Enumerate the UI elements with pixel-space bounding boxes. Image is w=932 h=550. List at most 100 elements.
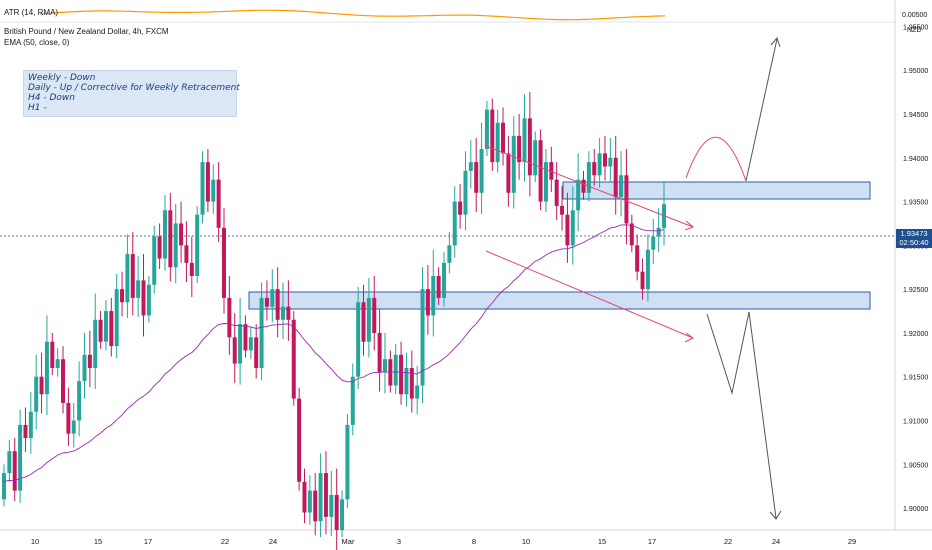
candle-body xyxy=(538,140,543,202)
candle-body xyxy=(136,280,141,298)
projection-arc[interactable] xyxy=(685,136,747,182)
candle-body xyxy=(114,289,119,347)
candle-body xyxy=(415,385,420,399)
x-tick-label: 15 xyxy=(598,537,606,546)
candle-body xyxy=(227,297,232,338)
candle-body xyxy=(570,210,575,246)
candle-body xyxy=(372,297,377,333)
channel-lower-line[interactable] xyxy=(485,250,694,339)
candle-body xyxy=(50,341,55,368)
symbol-title[interactable]: British Pound / New Zealand Dollar, 4h, … xyxy=(4,27,169,36)
candle-body xyxy=(366,297,371,342)
x-tick-label: 17 xyxy=(144,537,152,546)
resistance-zone[interactable] xyxy=(562,181,871,200)
candle-body xyxy=(313,490,318,522)
x-tick-label: 17 xyxy=(648,537,656,546)
candle-body xyxy=(291,319,296,399)
candle-body xyxy=(640,271,645,290)
candle-body xyxy=(28,411,33,439)
candle-body xyxy=(527,118,532,176)
candle-body xyxy=(243,324,248,351)
bullish-projection-line[interactable] xyxy=(745,38,778,182)
candle-body xyxy=(565,214,570,246)
y-tick-label: 1.95000 xyxy=(903,68,928,75)
candle-body xyxy=(613,157,618,198)
candle-body xyxy=(66,403,71,434)
candle-body xyxy=(382,359,387,373)
y-tick-label: 1.91500 xyxy=(903,375,928,382)
price-axis[interactable]: 1.955001.950001.945001.940001.935001.930… xyxy=(903,24,928,513)
y-tick-label: 1.95500 xyxy=(903,24,928,31)
candle-body xyxy=(248,337,253,351)
candle-body xyxy=(420,289,425,386)
candle-body xyxy=(431,276,436,316)
note-line: H4 - Down xyxy=(28,93,75,103)
candle-body xyxy=(436,276,441,298)
candle-body xyxy=(152,236,157,285)
y-tick-label: 1.90500 xyxy=(903,462,928,469)
candle-body xyxy=(168,210,173,268)
candle-body xyxy=(576,179,581,211)
candle-body xyxy=(179,223,184,246)
candle-body xyxy=(361,302,366,342)
candle-body xyxy=(329,494,334,517)
candle-body xyxy=(318,473,323,522)
candle-body xyxy=(71,420,76,434)
candle-body xyxy=(125,254,130,303)
candle-body xyxy=(55,359,60,368)
candle-body xyxy=(297,398,302,482)
candle-body xyxy=(484,109,489,149)
candle-body xyxy=(501,122,506,154)
candle-body xyxy=(275,289,280,320)
x-tick-label: 8 xyxy=(472,537,476,546)
channel-upper-line[interactable] xyxy=(485,145,694,228)
atr-line xyxy=(39,9,666,21)
candle-body xyxy=(350,376,355,425)
candle-body xyxy=(302,481,307,513)
note-line: Weekly - Down xyxy=(28,73,96,83)
candle-body xyxy=(44,341,49,395)
candle-body xyxy=(82,354,87,382)
candle-body xyxy=(479,149,484,193)
candle-body xyxy=(602,153,607,167)
candle-body xyxy=(468,162,473,171)
candle-body xyxy=(533,140,538,176)
x-tick-label: 10 xyxy=(522,537,530,546)
y-tick-label: 1.93500 xyxy=(903,200,928,207)
bar-countdown: 02:50:40 xyxy=(899,238,929,247)
current-price-badge: 1.93473 02:50:40 xyxy=(896,229,932,248)
candle-body xyxy=(323,473,328,517)
y-tick-label: 1.92500 xyxy=(903,287,928,294)
x-tick-label: 24 xyxy=(269,537,277,546)
y-tick-label: 1.92000 xyxy=(903,331,928,338)
candle-body xyxy=(238,324,243,364)
channel-upper-arrowhead xyxy=(684,220,694,231)
support-zone[interactable] xyxy=(248,291,871,310)
candle-body xyxy=(517,135,522,163)
candle-body xyxy=(77,381,82,421)
candle-body xyxy=(2,473,6,500)
candle-body xyxy=(560,205,565,215)
ema-indicator-label[interactable]: EMA (50, close, 0) xyxy=(4,38,70,47)
candle-body xyxy=(12,451,17,491)
candle-body xyxy=(103,311,108,342)
candle-body xyxy=(404,367,409,395)
candle-body xyxy=(458,201,463,215)
candle-body xyxy=(195,214,200,276)
candle-body xyxy=(409,367,414,399)
channel-lower-arrowhead xyxy=(684,332,694,343)
note-line: H1 - xyxy=(28,103,47,113)
bearish-projection-path[interactable] xyxy=(706,311,777,519)
candle-body xyxy=(146,284,151,316)
time-axis[interactable]: 10 15 17 22 24 Mar 3 8 10 15 17 22 24 29 xyxy=(31,537,856,546)
candle-body xyxy=(184,245,189,263)
bullish-arrowhead xyxy=(770,37,781,48)
candle-body xyxy=(651,236,656,250)
atr-indicator-label[interactable]: ATR (14, RMA) xyxy=(4,8,59,17)
candle-body xyxy=(222,227,226,298)
x-tick-label: 22 xyxy=(221,537,229,546)
analysis-note[interactable]: Weekly - Down Daily - Up / Corrective fo… xyxy=(23,70,240,117)
x-tick-label: Mar xyxy=(342,537,355,546)
candle-body xyxy=(356,302,361,377)
